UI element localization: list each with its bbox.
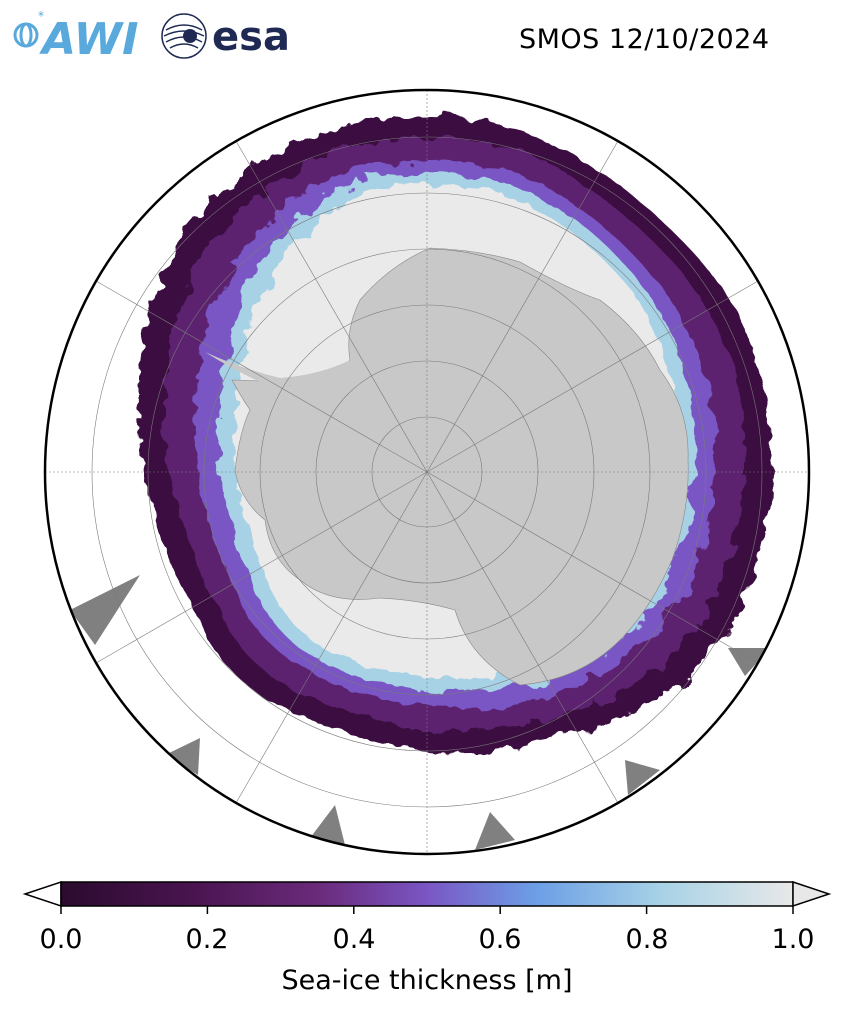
awi-logo-text: AWI [39, 14, 139, 64]
map-boundary [43, 88, 811, 856]
colorbar-tick-label: 1.0 [771, 924, 815, 955]
esa-logo-text: esa [212, 14, 290, 60]
colorbar-tick-label: 0.8 [625, 924, 669, 955]
antarctic-peninsula [205, 352, 350, 386]
colorbar-extend-min [22, 880, 62, 908]
colorbar [22, 880, 832, 914]
graticule [45, 90, 809, 854]
colorbar-extend-max [792, 880, 832, 908]
esa-logo: esa [161, 13, 290, 60]
colorbar-tick-label: 0.4 [332, 924, 376, 955]
svg-text:*: * [38, 9, 44, 23]
map-title: SMOS 12/10/2024 [519, 24, 770, 55]
awi-logo: * AWI [13, 9, 139, 64]
missing-data [70, 575, 770, 850]
colorbar-label: Sea-ice thickness [m] [281, 965, 573, 996]
colorbar-tick-label: 0.2 [185, 924, 229, 955]
colorbar-tick-label: 0.0 [39, 924, 83, 955]
colorbar-gradient [60, 881, 794, 907]
polar-map [43, 88, 811, 856]
colorbar-tick-label: 0.6 [478, 924, 522, 955]
